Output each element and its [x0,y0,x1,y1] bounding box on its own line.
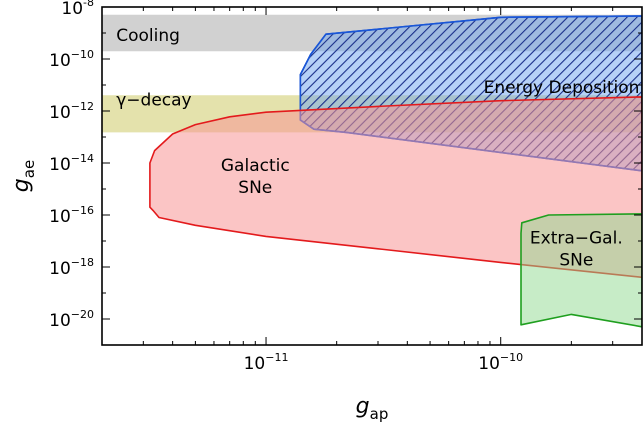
y-tick-label: 10−14 [49,152,94,175]
region-label-line: γ−decay [116,91,191,111]
y-axis-title: gae [9,160,38,192]
y-tick-base: 10 [49,155,71,175]
region-label-cooling: Cooling [116,26,180,46]
plot-frame [101,6,643,346]
y-tick-exponent: -8 [83,0,94,9]
y-tick-base: 10 [49,51,71,71]
y-tick-exponent: −16 [71,204,94,217]
y-tick-label: 10−18 [49,256,94,279]
x-tick-label: 10−10 [478,351,523,374]
y-axis-symbol: g [9,178,34,192]
region-label-line: SNe [559,251,593,271]
region-galactic-sne [149,96,642,279]
region-label-line: Galactic [221,156,290,176]
y-tick-base: 10 [49,259,71,279]
x-tick-label: 10−11 [244,351,289,374]
y-tick-label: 10−16 [49,204,94,227]
y-tick-label: 10−12 [49,100,94,123]
region-label-galactic-sne: Galactic SNe [221,156,290,198]
x-axis-title: gap [356,394,389,423]
regions-layer [102,14,642,328]
x-tick-exponent: −11 [265,351,288,364]
region-label-line: Extra−Gal. [530,229,623,249]
x-axis-subscript: ap [370,405,389,423]
y-tick-base: 10 [61,0,83,19]
region-extra-gal-sne [520,213,642,328]
y-tick-label: 10-8 [61,0,94,19]
region-label-extra-gal-sne: Extra−Gal. SNe [530,229,623,271]
y-tick-exponent: −18 [71,256,94,269]
x-tick-base: 10 [478,354,500,374]
region-label-line: SNe [238,178,272,198]
y-axis-subscript: ae [20,160,38,178]
y-tick-exponent: −10 [71,48,94,61]
y-tick-base: 10 [49,103,71,123]
region-label-line: Cooling [116,26,180,46]
y-tick-exponent: −20 [71,308,94,321]
y-tick-base: 10 [49,207,71,227]
y-tick-base: 10 [49,311,71,331]
region-label-decay: γ−decay [116,91,191,111]
y-tick-exponent: −12 [71,100,94,113]
x-axis-symbol: g [356,394,370,419]
y-tick-label: 10−20 [49,308,94,331]
region-label-line: Energy Deposition [484,78,640,98]
axes-layer: 10−11 10−1010-810−1010−1210−1410−1610−181… [49,0,643,374]
x-tick-exponent: −10 [500,351,523,364]
y-tick-label: 10−10 [49,48,94,71]
x-tick-base: 10 [244,354,266,374]
region-label-energy-deposition: Energy Deposition [484,78,640,98]
y-tick-exponent: −14 [71,152,94,165]
